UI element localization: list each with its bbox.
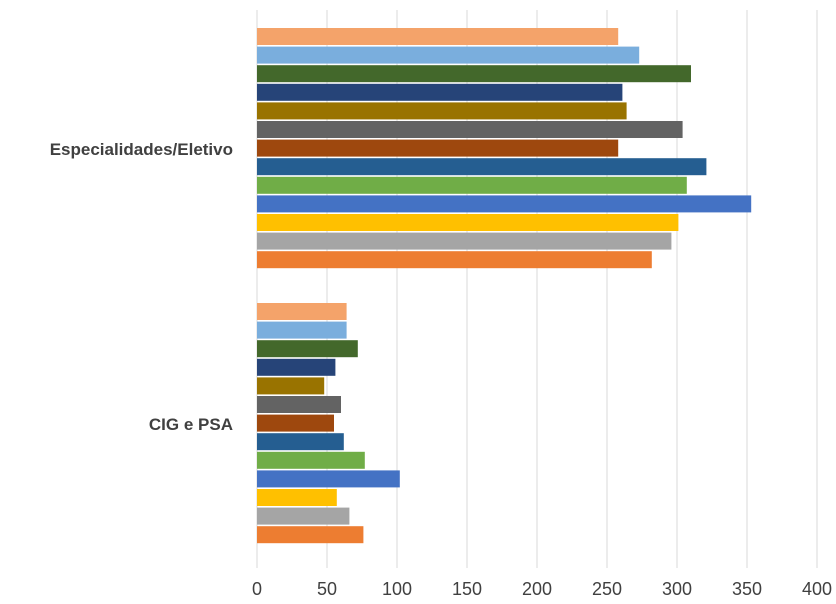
bar xyxy=(257,121,683,138)
bar xyxy=(257,470,400,488)
bar xyxy=(257,358,336,376)
x-tick-label: 350 xyxy=(732,579,762,599)
x-axis-ticks: 0 50 100 150 200 250 300 350 400 xyxy=(252,579,832,599)
bar xyxy=(257,139,619,157)
bar xyxy=(257,46,640,64)
category-label: Especialidades/Eletivo xyxy=(50,140,233,159)
x-tick-label: 400 xyxy=(802,579,832,599)
bar xyxy=(257,251,652,269)
bar xyxy=(257,158,707,176)
bar xyxy=(257,321,347,339)
bar xyxy=(257,176,687,194)
bar xyxy=(257,28,619,45)
bar xyxy=(257,526,364,544)
x-tick-label: 50 xyxy=(317,579,337,599)
bar xyxy=(257,414,334,432)
bars xyxy=(257,28,752,544)
bar xyxy=(257,433,344,451)
bar xyxy=(257,102,627,120)
bar xyxy=(257,340,358,358)
x-tick-label: 250 xyxy=(592,579,622,599)
bar xyxy=(257,507,350,525)
bar xyxy=(257,195,752,213)
bar xyxy=(257,303,347,320)
category-labels: Especialidades/Eletivo CIG e PSA xyxy=(50,140,233,434)
bar xyxy=(257,489,337,506)
bar xyxy=(257,396,341,413)
x-tick-label: 0 xyxy=(252,579,262,599)
bar xyxy=(257,451,365,469)
bar xyxy=(257,83,623,101)
category-label: CIG e PSA xyxy=(149,415,233,434)
bar xyxy=(257,65,691,83)
x-tick-label: 150 xyxy=(452,579,482,599)
x-tick-label: 100 xyxy=(382,579,412,599)
x-tick-label: 200 xyxy=(522,579,552,599)
bar xyxy=(257,377,325,395)
x-tick-label: 300 xyxy=(662,579,692,599)
bar xyxy=(257,214,679,231)
bar xyxy=(257,232,672,250)
